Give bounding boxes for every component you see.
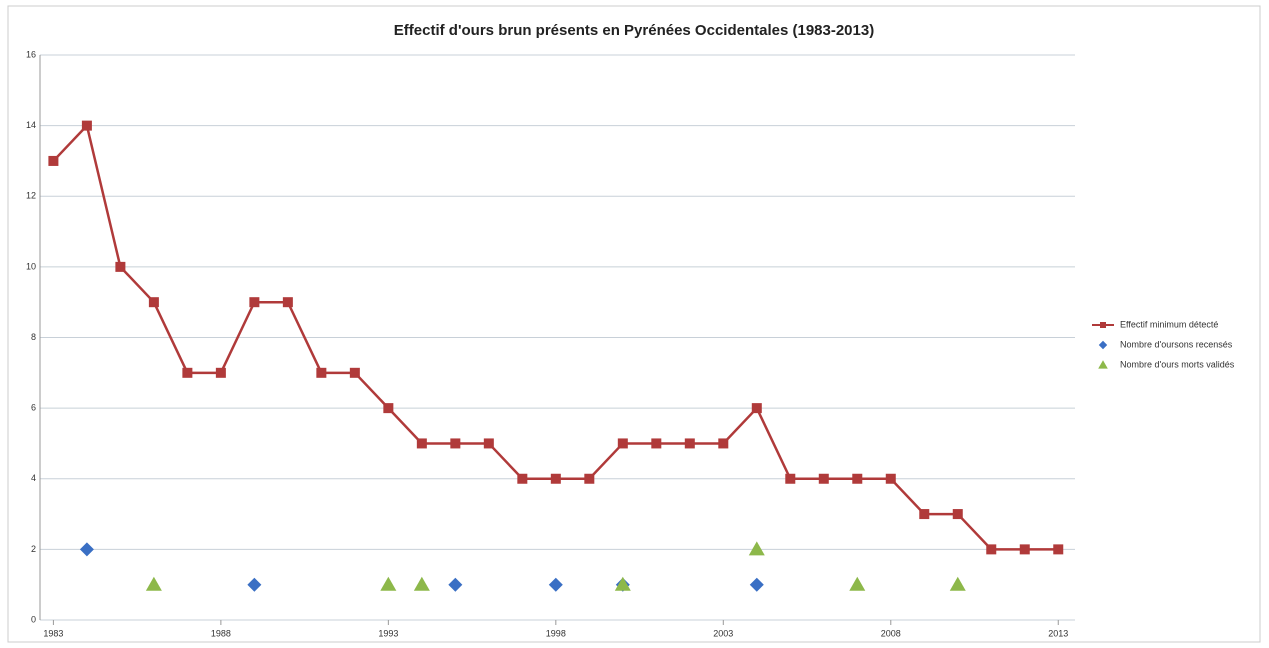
point xyxy=(81,120,92,131)
point xyxy=(79,542,94,557)
point xyxy=(852,473,863,484)
x-tick-label: 1993 xyxy=(378,628,398,638)
x-tick-label: 1988 xyxy=(211,628,231,638)
y-tick-label: 16 xyxy=(26,49,36,59)
legend-marker xyxy=(1098,340,1108,350)
point xyxy=(249,297,260,308)
point xyxy=(517,473,528,484)
y-tick-label: 12 xyxy=(26,191,36,201)
y-tick-label: 6 xyxy=(31,403,36,413)
point xyxy=(550,473,561,484)
point xyxy=(450,438,461,449)
point xyxy=(48,155,59,166)
point xyxy=(986,544,997,555)
x-tick-label: 1983 xyxy=(43,628,63,638)
x-tick-label: 1998 xyxy=(546,628,566,638)
point xyxy=(349,367,360,378)
point xyxy=(448,577,463,592)
point xyxy=(1019,544,1030,555)
y-tick-label: 0 xyxy=(31,614,36,624)
point xyxy=(651,438,662,449)
legend-marker xyxy=(1100,322,1106,328)
point xyxy=(215,367,226,378)
point xyxy=(949,576,966,591)
x-tick-label: 2003 xyxy=(713,628,733,638)
point xyxy=(849,576,866,591)
point xyxy=(115,261,126,272)
point xyxy=(413,576,430,591)
legend-marker xyxy=(1098,360,1108,369)
point xyxy=(785,473,796,484)
point xyxy=(316,367,327,378)
legend-label: Nombre d'ours morts validés xyxy=(1120,359,1235,369)
point xyxy=(952,509,963,520)
point xyxy=(548,577,563,592)
point xyxy=(380,576,397,591)
y-tick-label: 8 xyxy=(31,332,36,342)
y-tick-label: 10 xyxy=(26,261,36,271)
point xyxy=(614,576,631,591)
y-tick-label: 2 xyxy=(31,544,36,554)
x-tick-label: 2013 xyxy=(1048,628,1068,638)
point xyxy=(483,438,494,449)
x-tick-label: 2008 xyxy=(881,628,901,638)
point xyxy=(182,367,193,378)
point xyxy=(148,297,159,308)
point xyxy=(282,297,293,308)
point xyxy=(718,438,729,449)
point xyxy=(885,473,896,484)
point xyxy=(919,509,930,520)
point xyxy=(617,438,628,449)
point xyxy=(584,473,595,484)
point xyxy=(684,438,695,449)
chart-title: Effectif d'ours brun présents en Pyrénée… xyxy=(394,22,874,39)
point xyxy=(416,438,427,449)
point xyxy=(145,576,162,591)
point xyxy=(1053,544,1064,555)
y-tick-label: 14 xyxy=(26,120,36,130)
chart-frame xyxy=(7,5,1261,643)
point xyxy=(383,403,394,414)
legend-label: Effectif minimum détecté xyxy=(1120,319,1218,329)
point xyxy=(247,577,262,592)
point xyxy=(751,403,762,414)
y-tick-label: 4 xyxy=(31,473,36,483)
point xyxy=(749,577,764,592)
point xyxy=(818,473,829,484)
legend-label: Nombre d'oursons recensés xyxy=(1120,339,1233,349)
point xyxy=(748,541,765,556)
